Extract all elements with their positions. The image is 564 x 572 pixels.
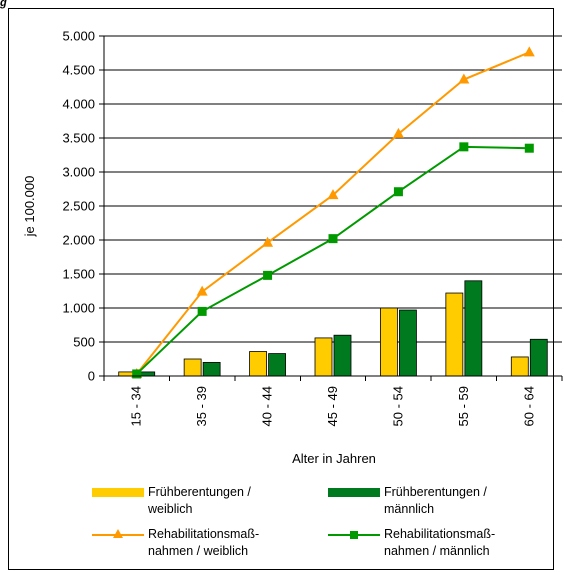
x-tick-label: 55 - 59 xyxy=(456,386,471,426)
y-tick-label: 4.000 xyxy=(62,97,95,112)
y-tick-label: 2.000 xyxy=(62,233,95,248)
y-tick-label: 5.000 xyxy=(62,29,95,44)
bar xyxy=(464,280,483,377)
bar xyxy=(202,361,221,377)
line-point xyxy=(263,270,273,280)
x-tick-label: 60 - 64 xyxy=(521,386,536,426)
bar xyxy=(268,353,286,377)
bar xyxy=(399,309,417,377)
legend-label: Rehabilitationsmaß- nahmen / weiblich xyxy=(148,527,260,558)
y-tick-label: 2.500 xyxy=(62,199,95,214)
bar xyxy=(380,307,398,377)
line-point xyxy=(459,142,469,152)
x-tick-label: 45 - 49 xyxy=(325,386,340,426)
x-axis-ticks: 15 - 34 35 - 39 40 - 44 45 - 49 50 - 54 55 - … xyxy=(103,376,563,426)
gridlines xyxy=(104,35,562,343)
chart-frame xyxy=(8,8,554,570)
bar xyxy=(249,351,267,377)
x-axis-label: Alter in Jahren xyxy=(292,451,376,466)
legend: Frühberentungen / weiblich Frühberentung… xyxy=(92,484,532,570)
x-tick-label: 40 - 44 xyxy=(260,386,275,426)
line-point xyxy=(262,236,274,247)
y-tick-label: 4.500 xyxy=(62,63,95,78)
line-point xyxy=(393,187,403,197)
line-point xyxy=(327,189,339,200)
x-tick-label: 50 - 54 xyxy=(390,386,405,426)
x-tick-label: 35 - 39 xyxy=(194,386,209,426)
bar xyxy=(529,338,548,377)
lines xyxy=(131,46,535,379)
bars xyxy=(118,280,548,377)
y-axis-label: je 100.000 xyxy=(22,176,37,238)
bar xyxy=(333,334,352,377)
bar xyxy=(445,292,464,377)
line-point xyxy=(328,234,338,244)
y-tick-label: 3.500 xyxy=(62,131,95,146)
line-point xyxy=(392,127,404,138)
y-tick-label: 3.000 xyxy=(62,165,95,180)
corner-mark: g xyxy=(0,0,7,9)
legend-swatch-bar-female xyxy=(92,488,144,497)
bar xyxy=(183,358,202,377)
legend-swatch-line-male xyxy=(328,531,380,539)
chart: 0 500 1.000 1.500 2.000 2.500 3.000 3.500 4.000 4… xyxy=(22,29,563,466)
y-tick-label: 1.500 xyxy=(62,267,95,282)
legend-label: Frühberentungen / männlich xyxy=(384,485,487,516)
line-point xyxy=(132,369,142,379)
axes xyxy=(103,36,562,377)
line-point xyxy=(197,306,207,316)
y-tick-label: 0 xyxy=(88,369,95,384)
bar xyxy=(510,356,529,377)
legend-label: Rehabilitationsmaß- nahmen / männlich xyxy=(384,527,496,558)
legend-swatch-line-female xyxy=(92,529,144,538)
y-axis-ticks: 0 500 1.000 1.500 2.000 2.500 3.000 3.500 4.000 4… xyxy=(62,29,104,384)
bar xyxy=(314,337,333,377)
legend-swatch-bar-male xyxy=(328,488,380,497)
legend-label: Frühberentungen / weiblich xyxy=(148,485,251,516)
line-point xyxy=(458,73,470,84)
line-point xyxy=(523,46,535,57)
line-point xyxy=(524,143,534,153)
line-point xyxy=(196,285,208,296)
x-tick-label: 15 - 34 xyxy=(129,386,144,426)
y-tick-label: 1.000 xyxy=(62,301,95,316)
y-tick-label: 500 xyxy=(73,335,95,350)
